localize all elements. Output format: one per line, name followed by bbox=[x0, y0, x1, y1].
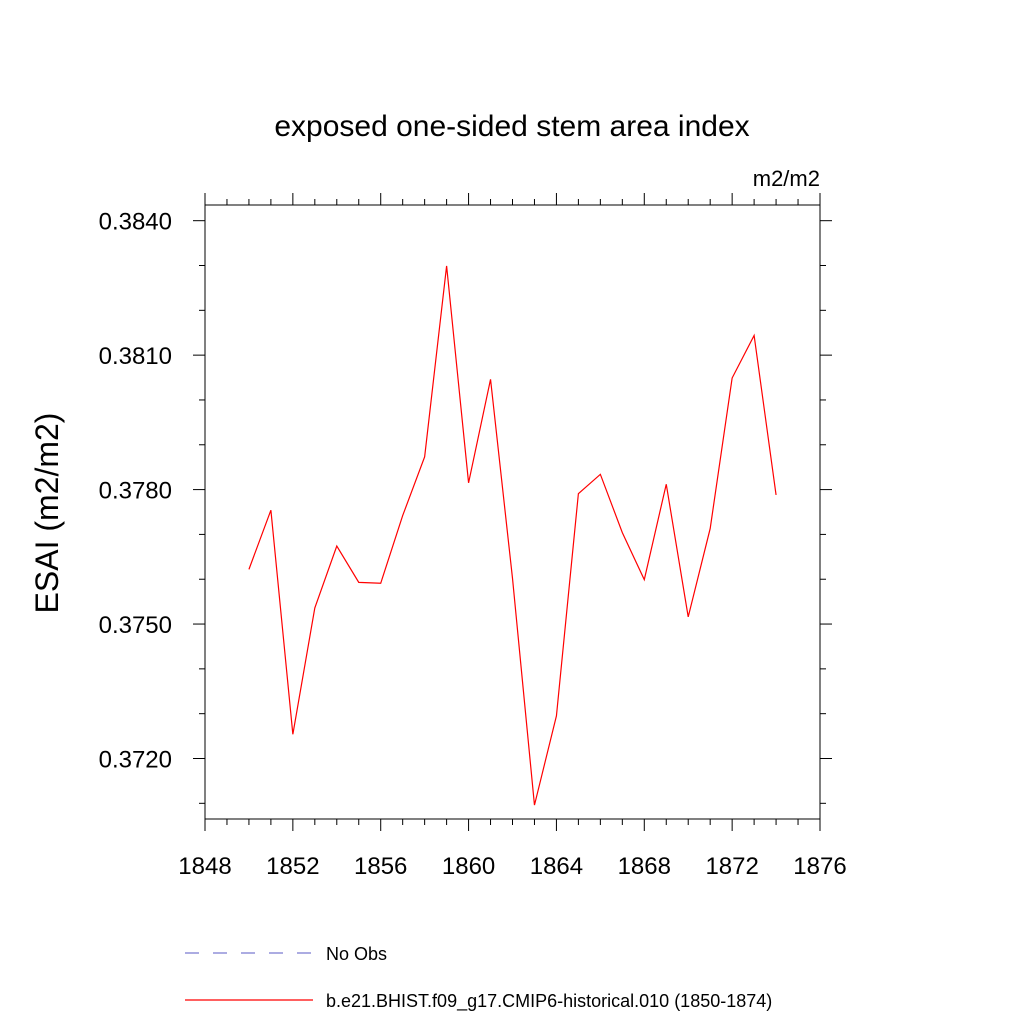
y-tick-label: 0.3780 bbox=[99, 478, 172, 505]
y-tick-label: 0.3720 bbox=[99, 746, 172, 773]
x-tick-label: 1864 bbox=[530, 853, 583, 880]
y-tick-label: 0.3840 bbox=[99, 209, 172, 236]
x-tick-label: 1872 bbox=[705, 853, 758, 880]
units-label: m2/m2 bbox=[753, 166, 820, 191]
x-tick-label: 1868 bbox=[618, 853, 671, 880]
x-tick-label: 1856 bbox=[354, 853, 407, 880]
y-axis-label: ESAI (m2/m2) bbox=[29, 413, 65, 614]
legend-label-1: b.e21.BHIST.f09_g17.CMIP6-historical.010… bbox=[326, 991, 772, 1012]
x-tick-label: 1848 bbox=[178, 853, 231, 880]
legend-label-0: No Obs bbox=[326, 944, 387, 964]
x-tick-label: 1860 bbox=[442, 853, 495, 880]
x-tick-label: 1852 bbox=[266, 853, 319, 880]
x-tick-label: 1876 bbox=[793, 853, 846, 880]
legend: No Obs b.e21.BHIST.f09_g17.CMIP6-historic… bbox=[185, 944, 772, 1012]
chart-title: exposed one-sided stem area index bbox=[274, 110, 749, 143]
plot-frame bbox=[204, 204, 821, 820]
series-line-1 bbox=[248, 265, 777, 806]
series-layer bbox=[248, 265, 777, 806]
y-tick-label: 0.3810 bbox=[99, 343, 172, 370]
y-tick-label: 0.3750 bbox=[99, 612, 172, 639]
axis-ticks: 1848 1852 1856 1860 1864 1868 1872 1876 0.3720 0.… bbox=[99, 193, 847, 880]
